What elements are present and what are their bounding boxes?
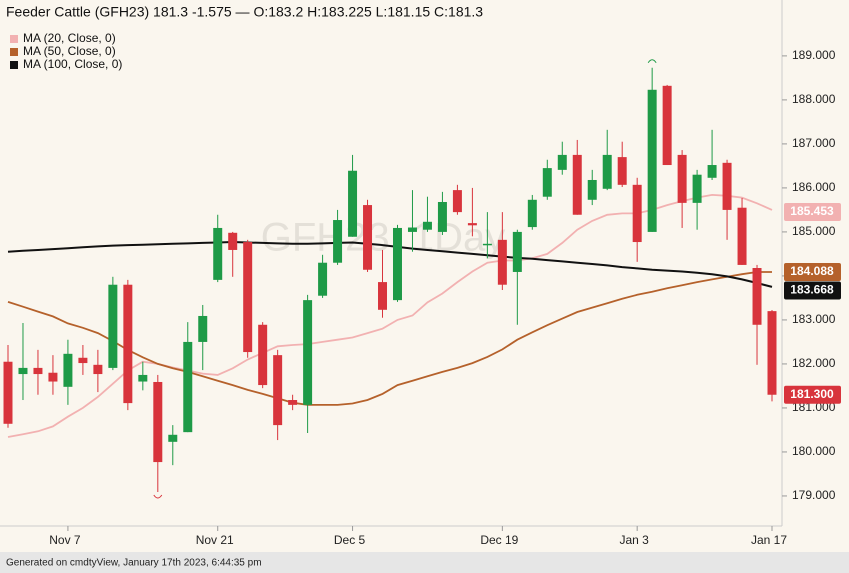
chart-title: Feeder Cattle (GFH23) 181.3 -1.575 — O:1… bbox=[6, 4, 483, 20]
candle-body bbox=[198, 315, 208, 342]
price-tag-label: 185.453 bbox=[790, 204, 834, 218]
candle-body bbox=[452, 190, 462, 213]
candle-body bbox=[422, 221, 432, 230]
price-tag bbox=[784, 202, 841, 221]
candle-body bbox=[707, 165, 717, 178]
candle-body bbox=[542, 168, 552, 197]
footer: Generated on cmdtyView, January 17th 202… bbox=[6, 558, 262, 569]
y-tick-label: 189.000 bbox=[792, 48, 836, 62]
candle-body bbox=[258, 324, 268, 386]
candle-body bbox=[737, 207, 747, 265]
candle-body bbox=[632, 184, 642, 243]
candle-body bbox=[557, 154, 567, 170]
candle-body bbox=[78, 357, 88, 364]
candle-body bbox=[692, 174, 702, 203]
candle-body bbox=[333, 220, 343, 263]
candle-body bbox=[497, 239, 507, 285]
price-tag bbox=[784, 263, 841, 282]
candle-body bbox=[527, 199, 537, 228]
candle-body bbox=[153, 381, 163, 463]
y-tick-label: 185.000 bbox=[792, 224, 836, 238]
candle-body bbox=[288, 400, 298, 405]
candle-body bbox=[243, 242, 253, 353]
background bbox=[0, 0, 849, 552]
price-tag bbox=[784, 281, 841, 300]
candle-body bbox=[467, 223, 477, 226]
candle-body bbox=[213, 227, 223, 280]
candle-body bbox=[48, 372, 58, 382]
price-tag bbox=[784, 385, 841, 404]
candle-body bbox=[303, 300, 313, 405]
candle-body bbox=[437, 201, 447, 232]
candle-body bbox=[273, 355, 283, 426]
candle-body bbox=[767, 311, 777, 395]
price-tag-label: 183.668 bbox=[790, 283, 834, 297]
footer-bar bbox=[0, 552, 849, 573]
candle-body bbox=[512, 231, 522, 272]
price-tag-label: 184.088 bbox=[790, 264, 834, 278]
candle-body bbox=[318, 262, 328, 296]
x-tick-label: Nov 7 bbox=[49, 533, 81, 547]
y-tick-label: 188.000 bbox=[792, 92, 836, 106]
candle-body bbox=[647, 89, 657, 232]
legend-swatch bbox=[10, 35, 18, 43]
candle-body bbox=[572, 154, 582, 215]
candle-body bbox=[587, 179, 597, 200]
candle-body bbox=[168, 434, 178, 442]
x-tick-label: Jan 3 bbox=[619, 533, 649, 547]
candle-body bbox=[602, 154, 612, 189]
legend-label: MA (50, Close, 0) bbox=[23, 44, 116, 58]
ma-line bbox=[7, 271, 772, 406]
candle-body bbox=[662, 85, 672, 166]
candle-body bbox=[392, 227, 402, 301]
candle-body bbox=[123, 284, 133, 404]
x-tick-label: Nov 21 bbox=[196, 533, 234, 547]
candle-body bbox=[677, 154, 687, 203]
candle-body bbox=[617, 157, 627, 185]
candle-body bbox=[108, 284, 118, 368]
y-tick-label: 186.000 bbox=[792, 180, 836, 194]
high-marker bbox=[647, 59, 657, 64]
candle-body bbox=[183, 341, 193, 433]
candle-body bbox=[3, 361, 13, 424]
candle-body bbox=[228, 232, 238, 250]
legend-label: MA (100, Close, 0) bbox=[23, 57, 122, 71]
ma-line bbox=[7, 193, 773, 438]
y-tick-label: 182.000 bbox=[792, 356, 836, 370]
legend-label: MA (20, Close, 0) bbox=[23, 31, 116, 45]
low-marker bbox=[153, 494, 163, 499]
candle-body bbox=[722, 162, 732, 210]
legend-swatch bbox=[10, 48, 18, 56]
legend-swatch bbox=[10, 61, 18, 69]
candle-body bbox=[93, 364, 103, 375]
candle-body bbox=[482, 243, 492, 246]
ma-line bbox=[7, 240, 773, 288]
y-tick-label: 180.000 bbox=[792, 444, 836, 458]
candle-body bbox=[363, 205, 373, 270]
x-tick-label: Jan 17 bbox=[751, 533, 787, 547]
candle-body bbox=[33, 367, 43, 375]
y-tick-label: 179.000 bbox=[792, 488, 836, 502]
y-tick-label: 187.000 bbox=[792, 136, 836, 150]
candle-body bbox=[348, 170, 358, 237]
x-tick-label: Dec 5 bbox=[334, 533, 366, 547]
candle-body bbox=[18, 367, 28, 375]
candle-body bbox=[407, 227, 417, 232]
candle-body bbox=[63, 353, 73, 387]
candle-body bbox=[752, 268, 762, 325]
candle-body bbox=[138, 374, 148, 382]
x-tick-label: Dec 19 bbox=[480, 533, 518, 547]
y-tick-label: 183.000 bbox=[792, 312, 836, 326]
candle-body bbox=[378, 282, 388, 310]
price-tag-label: 181.300 bbox=[790, 387, 834, 401]
